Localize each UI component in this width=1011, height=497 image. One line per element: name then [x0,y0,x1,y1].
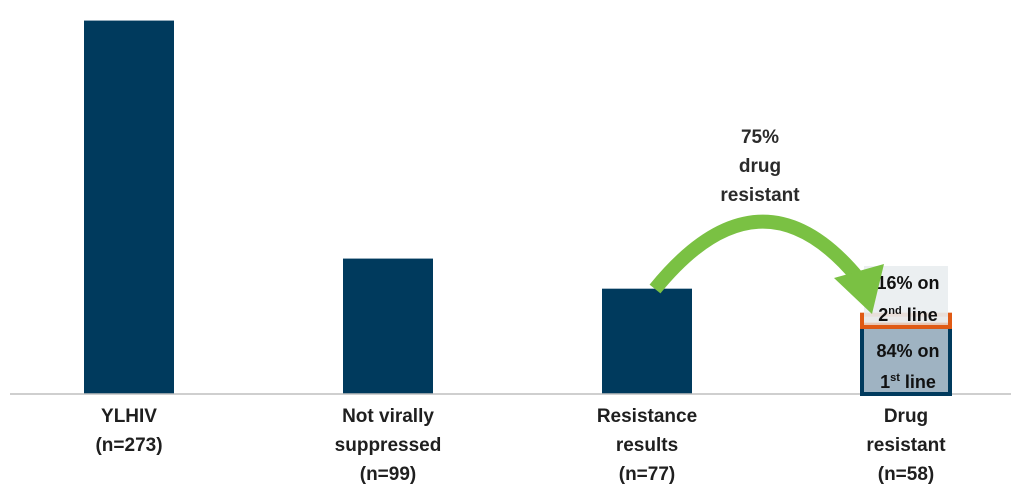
category-label-3-line-1: Resistance [597,406,697,427]
label-2nd-line-line-1: 16% on [876,273,939,293]
annotation-text: 75% drug resistant [720,127,800,206]
category-label-2-line-1: Not virally [342,406,434,427]
category-label-4-line-1: Drug [884,406,928,427]
resistance-arrow [649,214,884,314]
label-1st-line-line-1: 84% on [876,341,939,361]
label-1st-line-line-2: 1st line [880,372,936,392]
annotation-line-2: drug [739,156,781,177]
category-label-3-line-2: results [616,435,678,456]
category-label-2-line-3: (n=99) [360,464,417,485]
segment-1st-line [860,324,952,397]
arrow-shaft [649,214,864,294]
category-label-4-line-2: resistant [866,435,946,456]
annotation-line-3: resistant [720,185,800,206]
annotation-line-1: 75% [741,127,779,148]
category-label-1-line-2: (n=273) [95,435,162,456]
bars-group [84,20,692,394]
bar-3 [602,288,692,394]
category-label-3-line-3: (n=77) [619,464,676,485]
bar-1 [84,20,174,394]
category-label-4-line-3: (n=58) [878,464,935,485]
label-2nd-line-line-2: 2nd line [878,305,937,325]
category-label-2-line-2: suppressed [335,435,442,456]
arrow-head [834,264,884,314]
category-label-1-line-1: YLHIV [101,406,157,427]
category-labels: YLHIV (n=273) Not virally suppressed (n=99) R… [95,406,946,485]
stacked-bar-group: 16% on 2nd line 84% on 1st line [860,266,952,397]
bar-2 [343,258,433,394]
